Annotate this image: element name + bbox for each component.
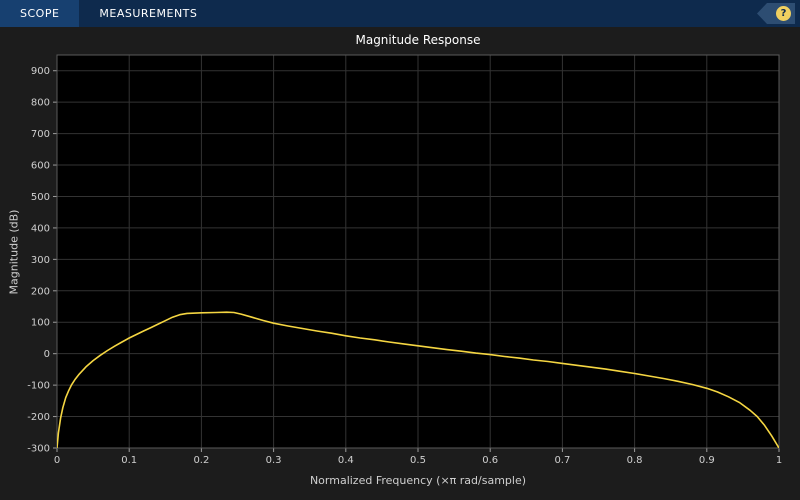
help-button[interactable]: ? [757, 3, 795, 24]
help-icon[interactable]: ? [776, 6, 791, 21]
tab-measurements[interactable]: MEASUREMENTS [99, 7, 198, 20]
x-tick-label: 0.3 [266, 455, 282, 466]
x-tick-label: 0.7 [554, 455, 570, 466]
y-tick-label: 100 [31, 318, 50, 329]
plot-title: Magnitude Response [355, 33, 481, 47]
tab-scope[interactable]: SCOPE [0, 0, 80, 27]
x-tick-label: 0.4 [338, 455, 354, 466]
x-tick-label: 0.8 [627, 455, 643, 466]
x-tick-label: 0 [54, 455, 60, 466]
y-tick-label: -200 [27, 412, 50, 423]
x-tick-label: 0.6 [482, 455, 498, 466]
toolstrip: SCOPE MEASUREMENTS ? [0, 0, 800, 27]
x-tick-label: 0.2 [193, 455, 209, 466]
y-tick-label: 200 [31, 286, 50, 297]
y-tick-label: 0 [44, 349, 50, 360]
y-tick-label: 400 [31, 223, 50, 234]
x-tick-label: 0.5 [410, 455, 426, 466]
response-curve [57, 311, 779, 448]
x-tick-label: 0.9 [699, 455, 715, 466]
x-axis-label: Normalized Frequency (×π rad/sample) [309, 474, 527, 487]
axes-border [56, 54, 780, 449]
y-tick-label: -300 [27, 444, 50, 455]
x-tick-label: 0.1 [121, 455, 137, 466]
y-tick-label: 500 [31, 192, 50, 203]
x-tick-label: 1 [776, 455, 782, 466]
y-axis-label: Magnitude (dB) [7, 209, 21, 295]
y-tick-label: 300 [31, 255, 50, 266]
y-tick-label: 700 [31, 129, 50, 140]
help-banner: ? [757, 3, 795, 24]
y-tick-label: 600 [31, 161, 50, 172]
y-tick-label: -100 [27, 381, 50, 392]
y-tick-label: 800 [31, 98, 50, 109]
y-tick-label: 900 [31, 66, 50, 77]
